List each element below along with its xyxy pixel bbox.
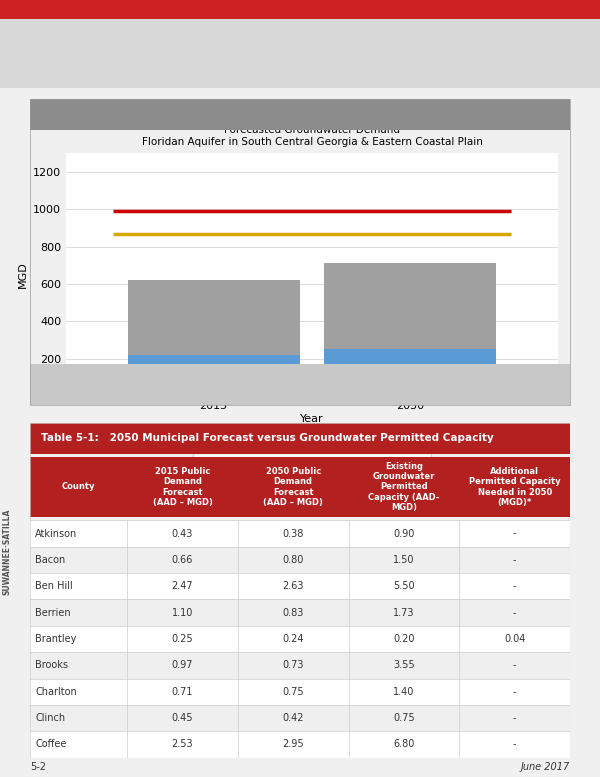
Text: 6.80: 6.80	[393, 740, 415, 749]
Text: 0.83: 0.83	[283, 608, 304, 618]
Text: Clinch: Clinch	[35, 713, 65, 723]
Text: 0.43: 0.43	[172, 528, 193, 538]
Text: 2015 Public
Demand
Forecast
(AAD – MGD): 2015 Public Demand Forecast (AAD – MGD)	[152, 467, 212, 507]
Text: 2.63: 2.63	[283, 581, 304, 591]
Text: Ben Hill: Ben Hill	[35, 581, 73, 591]
Bar	[30, 705, 570, 731]
Text: -: -	[513, 528, 517, 538]
Legend: Suwannee-Satilla, Other Councils, High Sustainable Yield, Low Sustainable Yield: Suwannee-Satilla, Other Councils, High S…	[193, 453, 431, 484]
Text: 0.97: 0.97	[172, 660, 193, 671]
Bar	[30, 625, 570, 652]
Bar	[30, 521, 570, 547]
Bar	[30, 457, 570, 517]
Text: Additional
Permitted Capacity
Needed in 2050
(MGD)*: Additional Permitted Capacity Needed in …	[469, 467, 560, 507]
Text: -: -	[513, 687, 517, 697]
Title: Forecasted Groundwater Demand
Floridan Aquifer in South Central Georgia & Easter: Forecasted Groundwater Demand Floridan A…	[142, 125, 482, 147]
Text: 2.95: 2.95	[283, 740, 304, 749]
Text: Berrien: Berrien	[35, 608, 71, 618]
Text: 0.75: 0.75	[393, 713, 415, 723]
Bar	[30, 423, 570, 454]
Text: -: -	[513, 608, 517, 618]
Text: June 2017: June 2017	[521, 762, 570, 772]
Text: 0.71: 0.71	[172, 687, 193, 697]
Text: 1.40: 1.40	[393, 687, 415, 697]
Text: 0.80: 0.80	[283, 555, 304, 565]
Text: -: -	[513, 660, 517, 671]
Text: 5.50: 5.50	[393, 581, 415, 591]
Bar	[30, 731, 570, 758]
Bar	[325, 263, 497, 349]
Text: Charlton: Charlton	[35, 687, 77, 697]
Bar	[30, 652, 570, 678]
Text: -: -	[513, 555, 517, 565]
Text: 2.47: 2.47	[172, 581, 193, 591]
Text: 1.73: 1.73	[393, 608, 415, 618]
Text: 0.20: 0.20	[393, 634, 415, 644]
Text: 0.45: 0.45	[172, 713, 193, 723]
Text: 0.04: 0.04	[504, 634, 526, 644]
Text: 2050 Public
Demand
Forecast
(AAD – MGD): 2050 Public Demand Forecast (AAD – MGD)	[263, 467, 323, 507]
Bar	[30, 547, 570, 573]
X-axis label: Year: Year	[300, 414, 324, 424]
Text: 0.24: 0.24	[283, 634, 304, 644]
Text: 0.75: 0.75	[283, 687, 304, 697]
Text: 0.66: 0.66	[172, 555, 193, 565]
Text: -: -	[513, 740, 517, 749]
Text: 0.42: 0.42	[283, 713, 304, 723]
Text: 1.10: 1.10	[172, 608, 193, 618]
Text: Brantley: Brantley	[35, 634, 77, 644]
Text: SUWANNEE·SATILLA: SUWANNEE·SATILLA	[3, 508, 12, 595]
Bar	[128, 355, 300, 396]
Text: Table 5-1:   2050 Municipal Forecast versus Groundwater Permitted Capacity: Table 5-1: 2050 Municipal Forecast versu…	[41, 434, 494, 444]
Text: 0.73: 0.73	[283, 660, 304, 671]
Text: Atkinson: Atkinson	[35, 528, 77, 538]
Y-axis label: MGD: MGD	[17, 261, 28, 288]
Text: Existing
Groundwater
Permitted
Capacity (AAD-
MGD): Existing Groundwater Permitted Capacity …	[368, 462, 440, 512]
Text: 2.53: 2.53	[172, 740, 193, 749]
Text: 3.55: 3.55	[393, 660, 415, 671]
Text: 0.25: 0.25	[172, 634, 193, 644]
Text: 5-2: 5-2	[30, 762, 46, 772]
Text: Brooks: Brooks	[35, 660, 68, 671]
Text: -: -	[513, 581, 517, 591]
Text: REGIONAL WATER PLAN: REGIONAL WATER PLAN	[481, 53, 582, 61]
Text: -: -	[513, 713, 517, 723]
Text: Figure 5-1: Floridan Aquifer Demand vs. Estimated Yield: Figure 5-1: Floridan Aquifer Demand vs. …	[41, 108, 415, 120]
Bar	[30, 678, 570, 705]
Text: 0.90: 0.90	[393, 528, 415, 538]
Bar	[30, 599, 570, 625]
Bar	[325, 349, 497, 396]
Text: 1.50: 1.50	[393, 555, 415, 565]
Text: Coffee: Coffee	[35, 740, 67, 749]
Text: 5. Comparison of Available Resource
Capacity and Future Needs: 5. Comparison of Available Resource Capa…	[144, 33, 398, 64]
Text: County: County	[62, 483, 95, 491]
Text: 0.38: 0.38	[283, 528, 304, 538]
Text: Sources:
Groundwater Availability Assessment, January 2011, EPD
Technical Memora: Sources: Groundwater Availability Assess…	[41, 371, 398, 405]
Bar	[128, 280, 300, 355]
Text: Bacon: Bacon	[35, 555, 65, 565]
Bar	[0, 0, 132, 88]
Bar	[30, 573, 570, 599]
